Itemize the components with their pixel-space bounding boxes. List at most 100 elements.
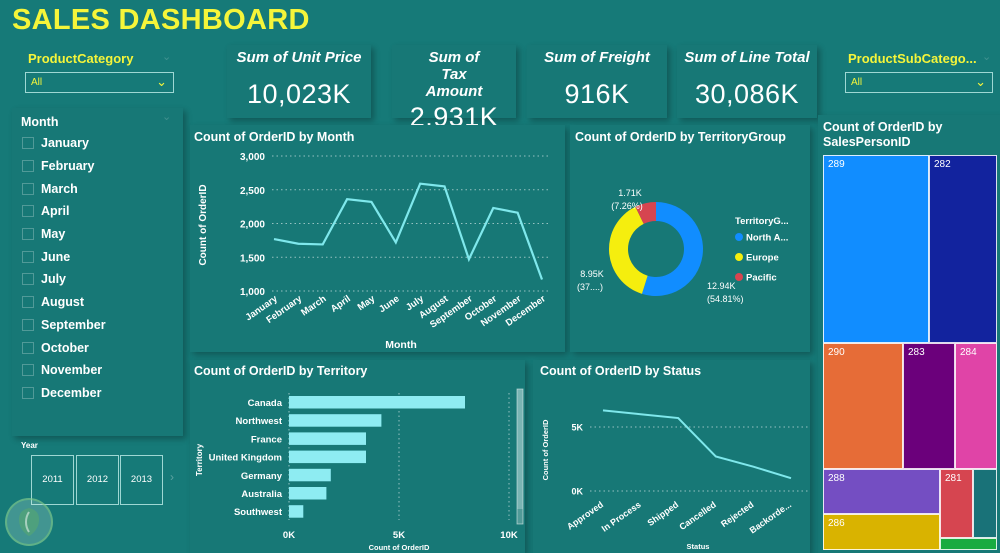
checkbox[interactable]	[22, 341, 34, 354]
y-tick-label: France	[251, 434, 282, 445]
month-option-may[interactable]: May	[21, 223, 171, 246]
legend-item-label: Europe	[746, 253, 779, 264]
treemap-cell-289[interactable]: 289	[823, 155, 929, 343]
month-option-august[interactable]: August	[21, 291, 171, 314]
y-tick-label: 5K	[571, 423, 583, 433]
year-slicer-label: Year	[21, 441, 38, 450]
kpi-title: Sum of Tax Amount	[425, 49, 483, 100]
donut-slice-europe[interactable]	[609, 206, 648, 294]
treemap-cell-284[interactable]: 284	[955, 343, 997, 469]
kpi-value: 916K	[564, 79, 630, 109]
bar-france[interactable]	[289, 432, 366, 445]
product-subcategory-dropdown[interactable]: All ⌄	[845, 72, 993, 93]
slicer-collapse-icon[interactable]: ⌄	[982, 51, 992, 63]
month-option-november[interactable]: November	[21, 359, 171, 382]
treemap-cell[interactable]	[973, 469, 997, 538]
product-subcategory-value: All	[851, 77, 863, 88]
checkbox[interactable]	[22, 205, 34, 218]
slice-value-label: 1.71K	[618, 188, 642, 198]
month-option-october[interactable]: October	[21, 336, 171, 359]
month-option-label: December	[41, 385, 102, 400]
x-tick-label: June	[377, 293, 401, 315]
checkbox[interactable]	[22, 318, 34, 331]
chevron-right-icon[interactable]: ›	[170, 470, 174, 484]
y-tick-label: Southwest	[234, 507, 283, 518]
x-tick-label: Backorde...	[748, 499, 793, 535]
slice-percent-label: (37....)	[577, 282, 603, 292]
month-option-february[interactable]: February	[21, 155, 171, 178]
kpi-card-tax-amount: Sum of Tax Amount 2,931K	[392, 45, 516, 132]
checkbox[interactable]	[22, 182, 34, 195]
bar-australia[interactable]	[289, 487, 327, 500]
month-option-july[interactable]: July	[21, 268, 171, 291]
month-option-june[interactable]: June	[21, 245, 171, 268]
month-option-label: October	[41, 340, 89, 355]
year-button-2013[interactable]: 2013	[120, 455, 163, 505]
year-button-2011[interactable]: 2011	[31, 455, 74, 505]
territory-group-donut-panel: Count of OrderID by TerritoryGroup 12.94…	[570, 125, 810, 352]
checkbox[interactable]	[22, 386, 34, 399]
y-tick-label: 1,000	[240, 287, 265, 298]
month-slicer-label: Month	[21, 115, 59, 129]
product-category-dropdown[interactable]: All ⌄	[25, 72, 174, 93]
month-option-january[interactable]: January	[21, 132, 171, 155]
kpi-value: 10,023K	[246, 79, 352, 109]
treemap-cell-label: 289	[828, 159, 845, 170]
month-option-label: July	[41, 272, 67, 287]
treemap-cell-290[interactable]: 290	[823, 343, 903, 469]
kpi-title: Sum of Line Total	[684, 49, 810, 66]
slicer-collapse-icon[interactable]: ⌄	[162, 111, 172, 123]
checkbox[interactable]	[22, 160, 34, 173]
year-button-2012[interactable]: 2012	[76, 455, 119, 505]
month-option-label: November	[41, 363, 103, 378]
x-axis-title: Status	[687, 542, 710, 551]
treemap-cell-label: 282	[934, 159, 951, 170]
month-line-chart: 1,0001,5002,0002,5003,000JanuaryFebruary…	[198, 152, 550, 351]
month-option-label: February	[41, 159, 95, 174]
bar-united-kingdom[interactable]	[289, 450, 366, 464]
month-option-march[interactable]: March	[21, 177, 171, 200]
treemap-cell-286[interactable]: 286	[823, 514, 940, 550]
chevron-down-icon: ⌄	[975, 74, 986, 89]
donut-slice-pacific[interactable]	[635, 202, 656, 224]
bar-southwest[interactable]	[289, 505, 304, 518]
month-option-september[interactable]: September	[21, 314, 171, 337]
y-axis-title: Count of OrderID	[198, 184, 209, 265]
checkbox[interactable]	[22, 296, 34, 309]
y-tick-label: United Kingdom	[209, 453, 282, 464]
series-line	[273, 182, 544, 280]
bar-northwest[interactable]	[289, 414, 382, 427]
treemap-cell-282[interactable]: 282	[929, 155, 997, 343]
month-option-december[interactable]: December	[21, 382, 171, 405]
slicer-collapse-icon[interactable]: ⌄	[162, 51, 172, 63]
scrollbar-thumb[interactable]	[517, 389, 523, 509]
month-option-label: March	[41, 181, 78, 196]
treemap-cell[interactable]	[940, 538, 997, 550]
treemap-cell-288[interactable]: 288	[823, 469, 940, 514]
chevron-down-icon: ⌄	[156, 74, 167, 89]
y-tick-label: 1,500	[240, 253, 265, 264]
checkbox[interactable]	[22, 228, 34, 241]
treemap-cell-283[interactable]: 283	[903, 343, 955, 469]
checkbox[interactable]	[22, 364, 34, 377]
month-option-april[interactable]: April	[21, 200, 171, 223]
bar-germany[interactable]	[289, 468, 331, 482]
donut-slice-northa[interactable]	[641, 202, 703, 296]
checkbox[interactable]	[22, 137, 34, 150]
status-line-chart-panel: Count of OrderID by Status 0K 5K Approved I…	[533, 360, 810, 553]
chart-title: Count of OrderID by SalesPersonID	[823, 120, 943, 149]
slice-value-label: 8.95K	[580, 269, 604, 279]
bar-canada[interactable]	[289, 396, 465, 409]
chart-title: Count of OrderID by Status	[540, 364, 702, 378]
legend-title: TerritoryG...	[735, 216, 789, 227]
scrollbar-track[interactable]	[516, 388, 524, 525]
x-tick-label: 10K	[500, 530, 518, 541]
chart-title: Count of OrderID by Month	[194, 130, 355, 144]
checkbox[interactable]	[22, 273, 34, 286]
product-category-value: All	[31, 77, 43, 88]
treemap-cell-label: 286	[828, 518, 845, 529]
checkbox[interactable]	[22, 250, 34, 263]
shield-leaf-icon	[19, 508, 39, 536]
treemap-cell-281[interactable]: 281	[940, 469, 973, 538]
